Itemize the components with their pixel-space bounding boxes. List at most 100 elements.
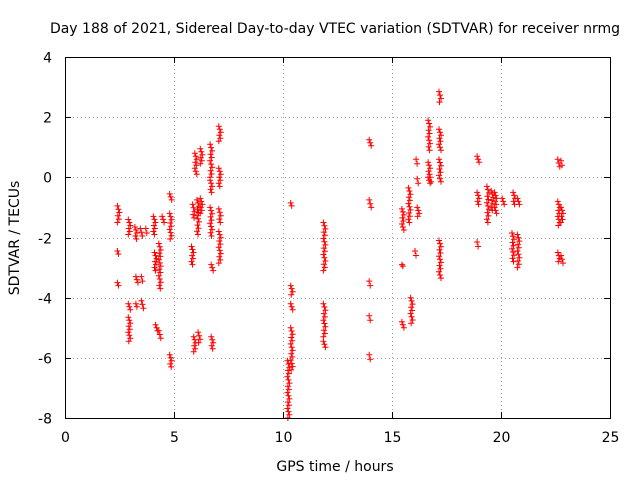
data-point — [285, 370, 292, 377]
data-point — [208, 261, 215, 268]
data-point — [398, 221, 405, 227]
data-point — [189, 252, 195, 259]
data-point — [483, 216, 490, 223]
data-point — [405, 194, 412, 201]
data-point — [161, 219, 168, 226]
data-point — [405, 216, 412, 223]
data-point — [493, 201, 500, 208]
data-point — [285, 408, 292, 415]
data-point — [284, 399, 291, 406]
data-point — [217, 171, 224, 178]
data-point — [492, 192, 499, 199]
data-point — [409, 317, 416, 323]
data-series-run — [189, 201, 198, 221]
data-point — [195, 225, 202, 232]
data-point — [209, 183, 216, 190]
data-series-run — [125, 300, 134, 313]
data-point — [288, 360, 295, 367]
data-point — [285, 402, 292, 409]
data-point — [475, 156, 482, 163]
data-point — [132, 227, 139, 233]
data-point — [287, 324, 294, 331]
data-point — [399, 208, 406, 215]
data-point — [476, 159, 483, 166]
data-point — [167, 229, 174, 236]
data-point — [133, 276, 140, 283]
data-point — [190, 204, 197, 211]
data-point — [427, 123, 434, 130]
data-point — [436, 172, 442, 179]
data-point — [437, 169, 444, 176]
data-point — [437, 175, 443, 182]
data-point — [515, 251, 522, 258]
data-point — [125, 329, 132, 336]
data-point — [510, 258, 517, 265]
data-series-run — [483, 183, 492, 226]
data-series-run — [436, 156, 444, 185]
data-point — [197, 195, 204, 202]
data-point — [426, 137, 433, 144]
data-point — [436, 166, 443, 172]
data-series-run — [398, 261, 406, 270]
data-point — [484, 193, 491, 200]
data-point — [484, 203, 491, 209]
data-point — [509, 230, 515, 236]
data-point — [155, 327, 162, 334]
data-point — [516, 254, 523, 261]
x-tick-label: 15 — [384, 430, 402, 446]
data-point — [406, 197, 413, 204]
data-point — [492, 198, 499, 205]
data-point — [400, 324, 407, 331]
data-series-run — [137, 225, 146, 239]
data-point — [437, 240, 443, 247]
data-series-run — [514, 195, 523, 208]
data-point — [189, 201, 196, 208]
data-point — [217, 177, 224, 184]
data-point — [289, 337, 296, 344]
data-point — [427, 140, 434, 147]
data-series-run — [207, 204, 216, 239]
data-point — [217, 212, 224, 219]
data-point — [287, 357, 294, 364]
data-point — [284, 405, 291, 412]
data-point — [208, 161, 215, 168]
data-point — [437, 250, 444, 256]
data-point — [366, 312, 373, 319]
data-point — [155, 240, 162, 247]
data-point — [216, 174, 223, 181]
data-point — [289, 288, 296, 295]
data-point — [287, 282, 294, 289]
data-point — [437, 144, 443, 151]
data-series-run — [195, 329, 204, 346]
data-point — [367, 356, 374, 363]
data-point — [320, 235, 327, 242]
data-point — [366, 196, 373, 203]
data-point — [320, 229, 327, 236]
data-point — [322, 241, 329, 248]
data-point — [437, 265, 444, 272]
data-point — [288, 291, 295, 298]
data-point — [400, 227, 407, 233]
data-series-run — [166, 351, 175, 370]
data-point — [515, 244, 522, 251]
data-point — [488, 197, 495, 204]
data-series-run — [287, 300, 296, 313]
data-point — [216, 216, 223, 223]
data-point — [485, 212, 492, 219]
data-point — [131, 224, 138, 230]
y-tick-label: 0 — [43, 171, 52, 187]
data-point — [215, 165, 222, 172]
data-point — [157, 263, 164, 270]
data-point — [484, 186, 491, 193]
data-series-run — [207, 177, 216, 196]
data-point — [126, 228, 133, 235]
data-series-run — [166, 190, 175, 203]
data-point — [127, 335, 134, 342]
data-point — [160, 216, 167, 223]
data-series-run — [132, 273, 141, 286]
data-point — [414, 213, 421, 220]
data-series-run — [499, 195, 508, 208]
data-point — [208, 154, 215, 161]
data-point — [209, 264, 216, 271]
data-point — [284, 357, 291, 364]
